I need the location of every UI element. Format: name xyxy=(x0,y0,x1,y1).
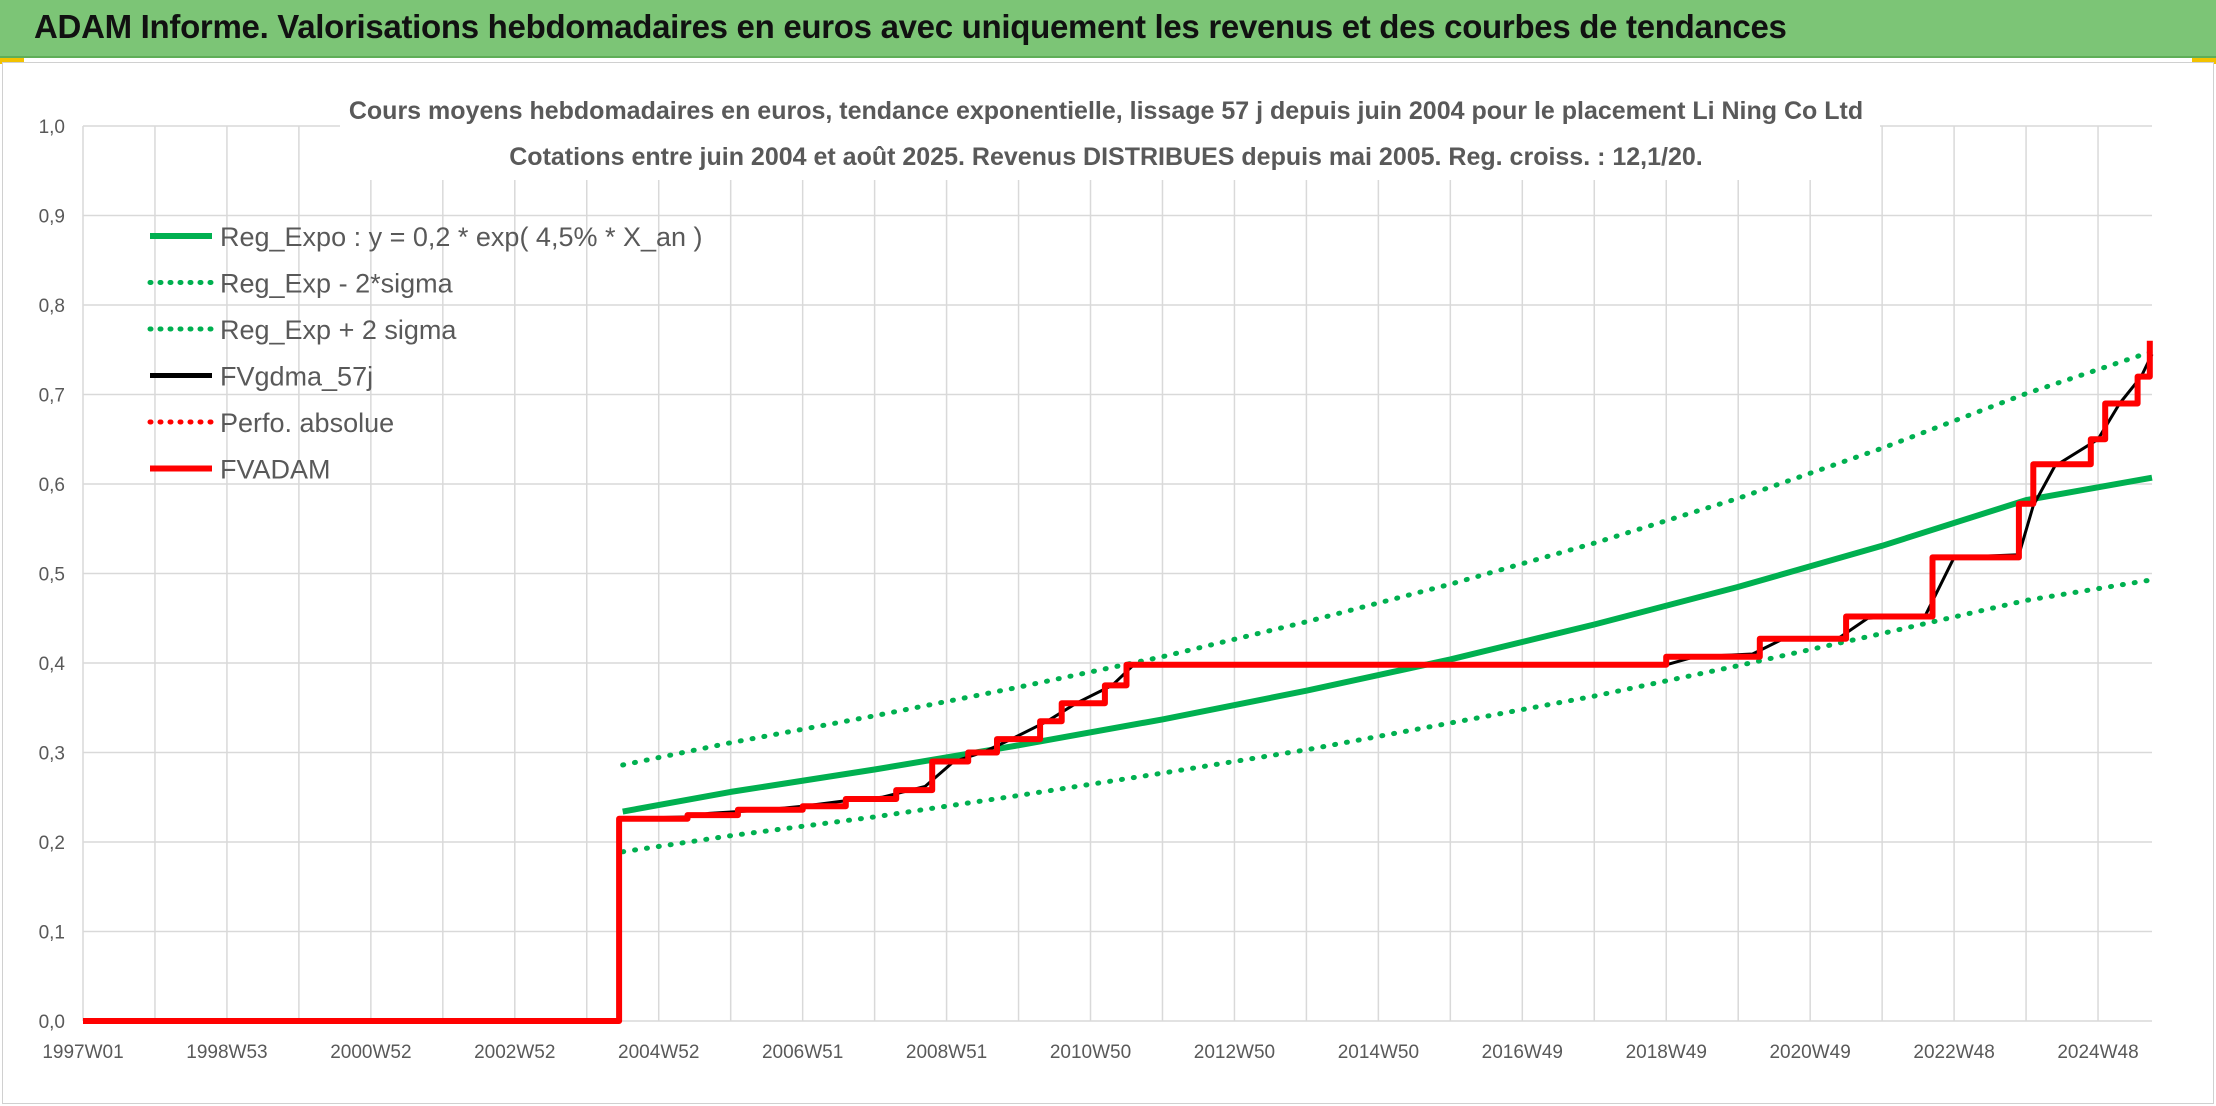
y-tick-label: 1,0 xyxy=(39,117,65,138)
y-tick-label: 0,8 xyxy=(39,296,65,317)
chart-title-line-1: Cours moyens hebdomadaires en euros, ten… xyxy=(349,97,1863,125)
legend-label: Reg_Exp - 2*sigma xyxy=(220,269,454,299)
y-tick-label: 0,6 xyxy=(39,475,65,496)
banner-corner-right xyxy=(2192,58,2216,64)
legend-label: Reg_Exp + 2 sigma xyxy=(220,315,457,345)
chart-legend: Reg_Expo : y = 0,2 * exp( 4,5% * X_an ) R… xyxy=(147,222,703,485)
banner-corner-left xyxy=(0,58,24,64)
chart-title-background xyxy=(340,88,1880,180)
x-tick-label: 2004W52 xyxy=(618,1042,699,1063)
x-tick-label: 2002W52 xyxy=(474,1042,555,1063)
y-tick-label: 0,0 xyxy=(39,1012,65,1033)
y-tick-label: 0,5 xyxy=(39,565,65,586)
x-tick-label: 2006W51 xyxy=(762,1042,843,1063)
x-tick-label: 2010W50 xyxy=(1050,1042,1131,1063)
report-title: ADAM Informe. Valorisations hebdomadaire… xyxy=(34,8,1787,45)
y-tick-label: 0,2 xyxy=(39,833,65,854)
series-line-fvadam-5 xyxy=(83,340,2153,1024)
series-line-reg-2 xyxy=(620,349,2155,768)
y-axis-ticks: 0,0 0,1 0,2 0,3 0,4 0,5 0,6 0,7 0,8 0,9 1,0 xyxy=(39,117,66,1033)
legend-label: Perfo. absolue xyxy=(220,408,394,438)
x-axis-ticks: 1997W01 1998W53 2000W52 2002W52 2004W52 2006W… xyxy=(42,1042,2138,1063)
x-tick-label: 2018W49 xyxy=(1626,1042,1707,1063)
chart-title-line-2: Cotations entre juin 2004 et août 2025. … xyxy=(509,143,1702,171)
chart-series xyxy=(83,340,2155,1024)
report-banner: ADAM Informe. Valorisations hebdomadaire… xyxy=(0,0,2216,58)
legend-label: FVADAM xyxy=(220,455,331,485)
y-tick-label: 0,9 xyxy=(39,207,65,228)
x-tick-label: 1998W53 xyxy=(186,1042,267,1063)
x-tick-label: 2020W49 xyxy=(1769,1042,1850,1063)
y-tick-label: 0,4 xyxy=(39,654,66,675)
y-tick-label: 0,7 xyxy=(39,386,65,407)
chart-title-box: Cours moyens hebdomadaires en euros, ten… xyxy=(340,88,1880,180)
x-tick-label: 1997W01 xyxy=(42,1042,123,1063)
y-tick-label: 0,3 xyxy=(39,744,65,765)
series-line-reg-1 xyxy=(620,577,2155,855)
x-tick-label: 2016W49 xyxy=(1482,1042,1563,1063)
x-tick-label: 2014W50 xyxy=(1338,1042,1419,1063)
legend-label: Reg_Expo : y = 0,2 * exp( 4,5% * X_an ) xyxy=(220,222,703,252)
legend-label: FVgdma_57j xyxy=(220,362,373,392)
series-line-reg-0 xyxy=(622,474,2153,815)
x-tick-label: 2022W48 xyxy=(1913,1042,1994,1063)
grid-lines xyxy=(82,125,2152,1022)
y-tick-label: 0,1 xyxy=(39,923,65,944)
x-tick-label: 2012W50 xyxy=(1194,1042,1275,1063)
x-tick-label: 2008W51 xyxy=(906,1042,987,1063)
x-tick-label: 2024W48 xyxy=(2057,1042,2138,1063)
x-tick-label: 2000W52 xyxy=(330,1042,411,1063)
